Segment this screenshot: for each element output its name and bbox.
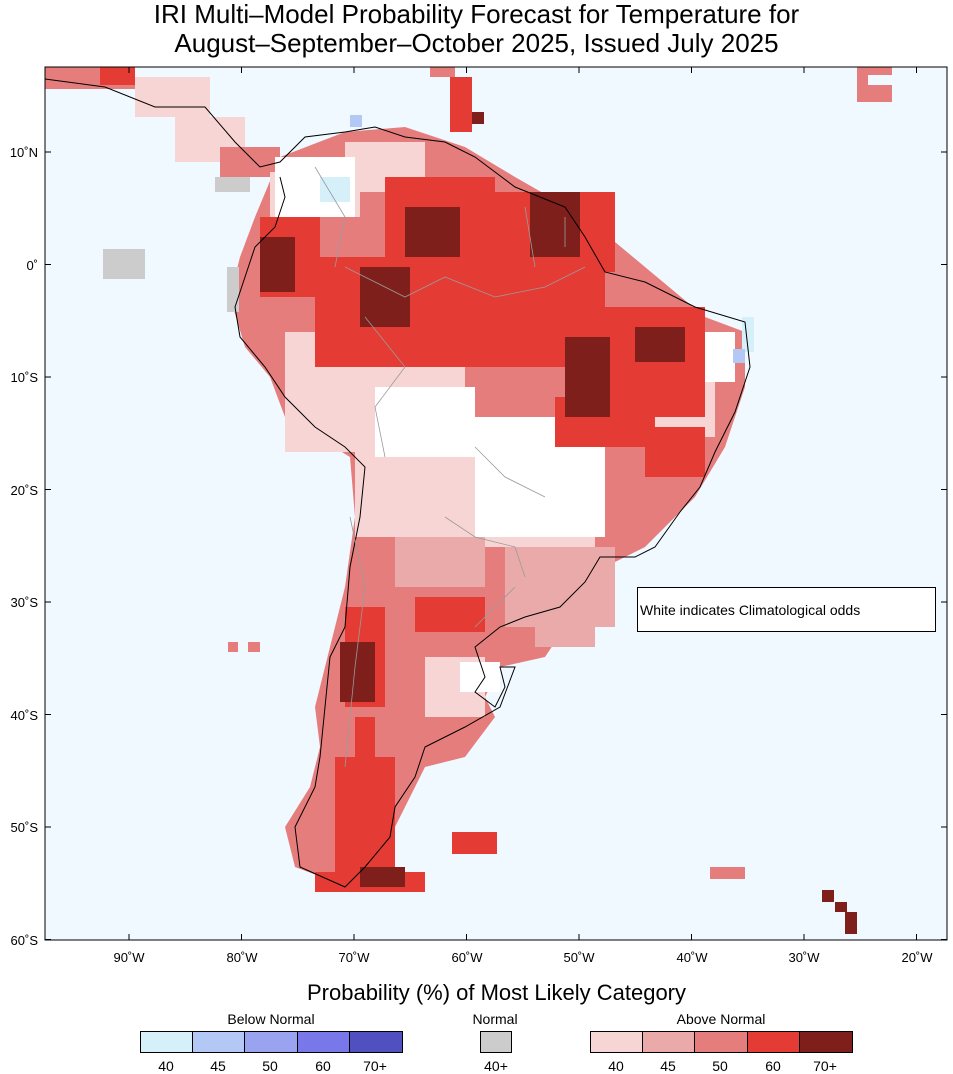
normal-cells [227, 267, 239, 312]
legend-below-tick: 70+ [363, 1058, 387, 1074]
climatology-note-text: White indicates Climatological odds [640, 601, 861, 618]
legend-above-tick: 50 [712, 1058, 728, 1074]
legend-below-tick: 45 [210, 1058, 226, 1074]
legend-normal-swatch [481, 1032, 511, 1052]
lat-label-10n: 10˚N [9, 145, 38, 160]
legend-below-tick: 60 [315, 1058, 331, 1074]
legend-above-swatches [590, 1031, 853, 1053]
legend-normal-swatches [480, 1031, 512, 1053]
legend-normal-tick: 40+ [484, 1058, 508, 1074]
lat-label-20s: 20˚S [10, 483, 38, 498]
map-canvas [45, 67, 947, 940]
legend-above-tick: 60 [765, 1058, 781, 1074]
legend-normal-label: Normal [472, 1011, 518, 1027]
legend-below-swatches [140, 1031, 403, 1053]
lon-label-80w: 80˚W [226, 950, 258, 965]
legend-below-swatch-70 [350, 1032, 402, 1052]
legend-below-tick: 50 [262, 1058, 278, 1074]
legend-above-tick: 70+ [813, 1058, 837, 1074]
legend-above-swatch-50 [695, 1032, 748, 1052]
map-title-line-1: IRI Multi–Model Probability Forecast for… [153, 0, 800, 29]
map-title-line-2: August–September–October 2025, Issued Ju… [174, 28, 779, 58]
legend-above-swatch-45 [643, 1032, 695, 1052]
legend-above-tick: 45 [660, 1058, 676, 1074]
lat-label-0: 0˚ [26, 258, 38, 273]
legend-below-label: Below Normal [227, 1011, 315, 1027]
legend-below-swatch-40 [141, 1032, 193, 1052]
lat-label-60s: 60˚S [10, 933, 38, 948]
lon-label-50w: 50˚W [563, 950, 595, 965]
lon-label-90w: 90˚W [113, 950, 145, 965]
lat-label-50s: 50˚S [10, 820, 38, 835]
legend-below-swatch-60 [298, 1032, 350, 1052]
lon-label-40w: 40˚W [676, 950, 708, 965]
legend-above-swatch-70 [800, 1032, 852, 1052]
legend-below-tick: 40 [158, 1058, 174, 1074]
lat-label-30s: 30˚S [10, 595, 38, 610]
forecast-map [45, 67, 947, 940]
lon-label-30w: 30˚W [788, 950, 820, 965]
climatology-note: White indicates Climatological odds [637, 587, 936, 632]
legend-below-swatch-45 [193, 1032, 245, 1052]
lat-label-40s: 40˚S [10, 708, 38, 723]
legend-above-tick: 40 [608, 1058, 624, 1074]
legend-above-label: Above Normal [676, 1011, 766, 1027]
legend-above-swatch-60 [748, 1032, 800, 1052]
legend-above-swatch-40 [591, 1032, 643, 1052]
lat-label-10s: 10˚S [10, 370, 38, 385]
lon-label-20w: 20˚W [901, 950, 933, 965]
legend-below-swatch-50 [245, 1032, 298, 1052]
lon-label-70w: 70˚W [338, 950, 370, 965]
lon-label-60w: 60˚W [451, 950, 483, 965]
legend-title: Probability (%) of Most Likely Category [306, 980, 687, 1005]
